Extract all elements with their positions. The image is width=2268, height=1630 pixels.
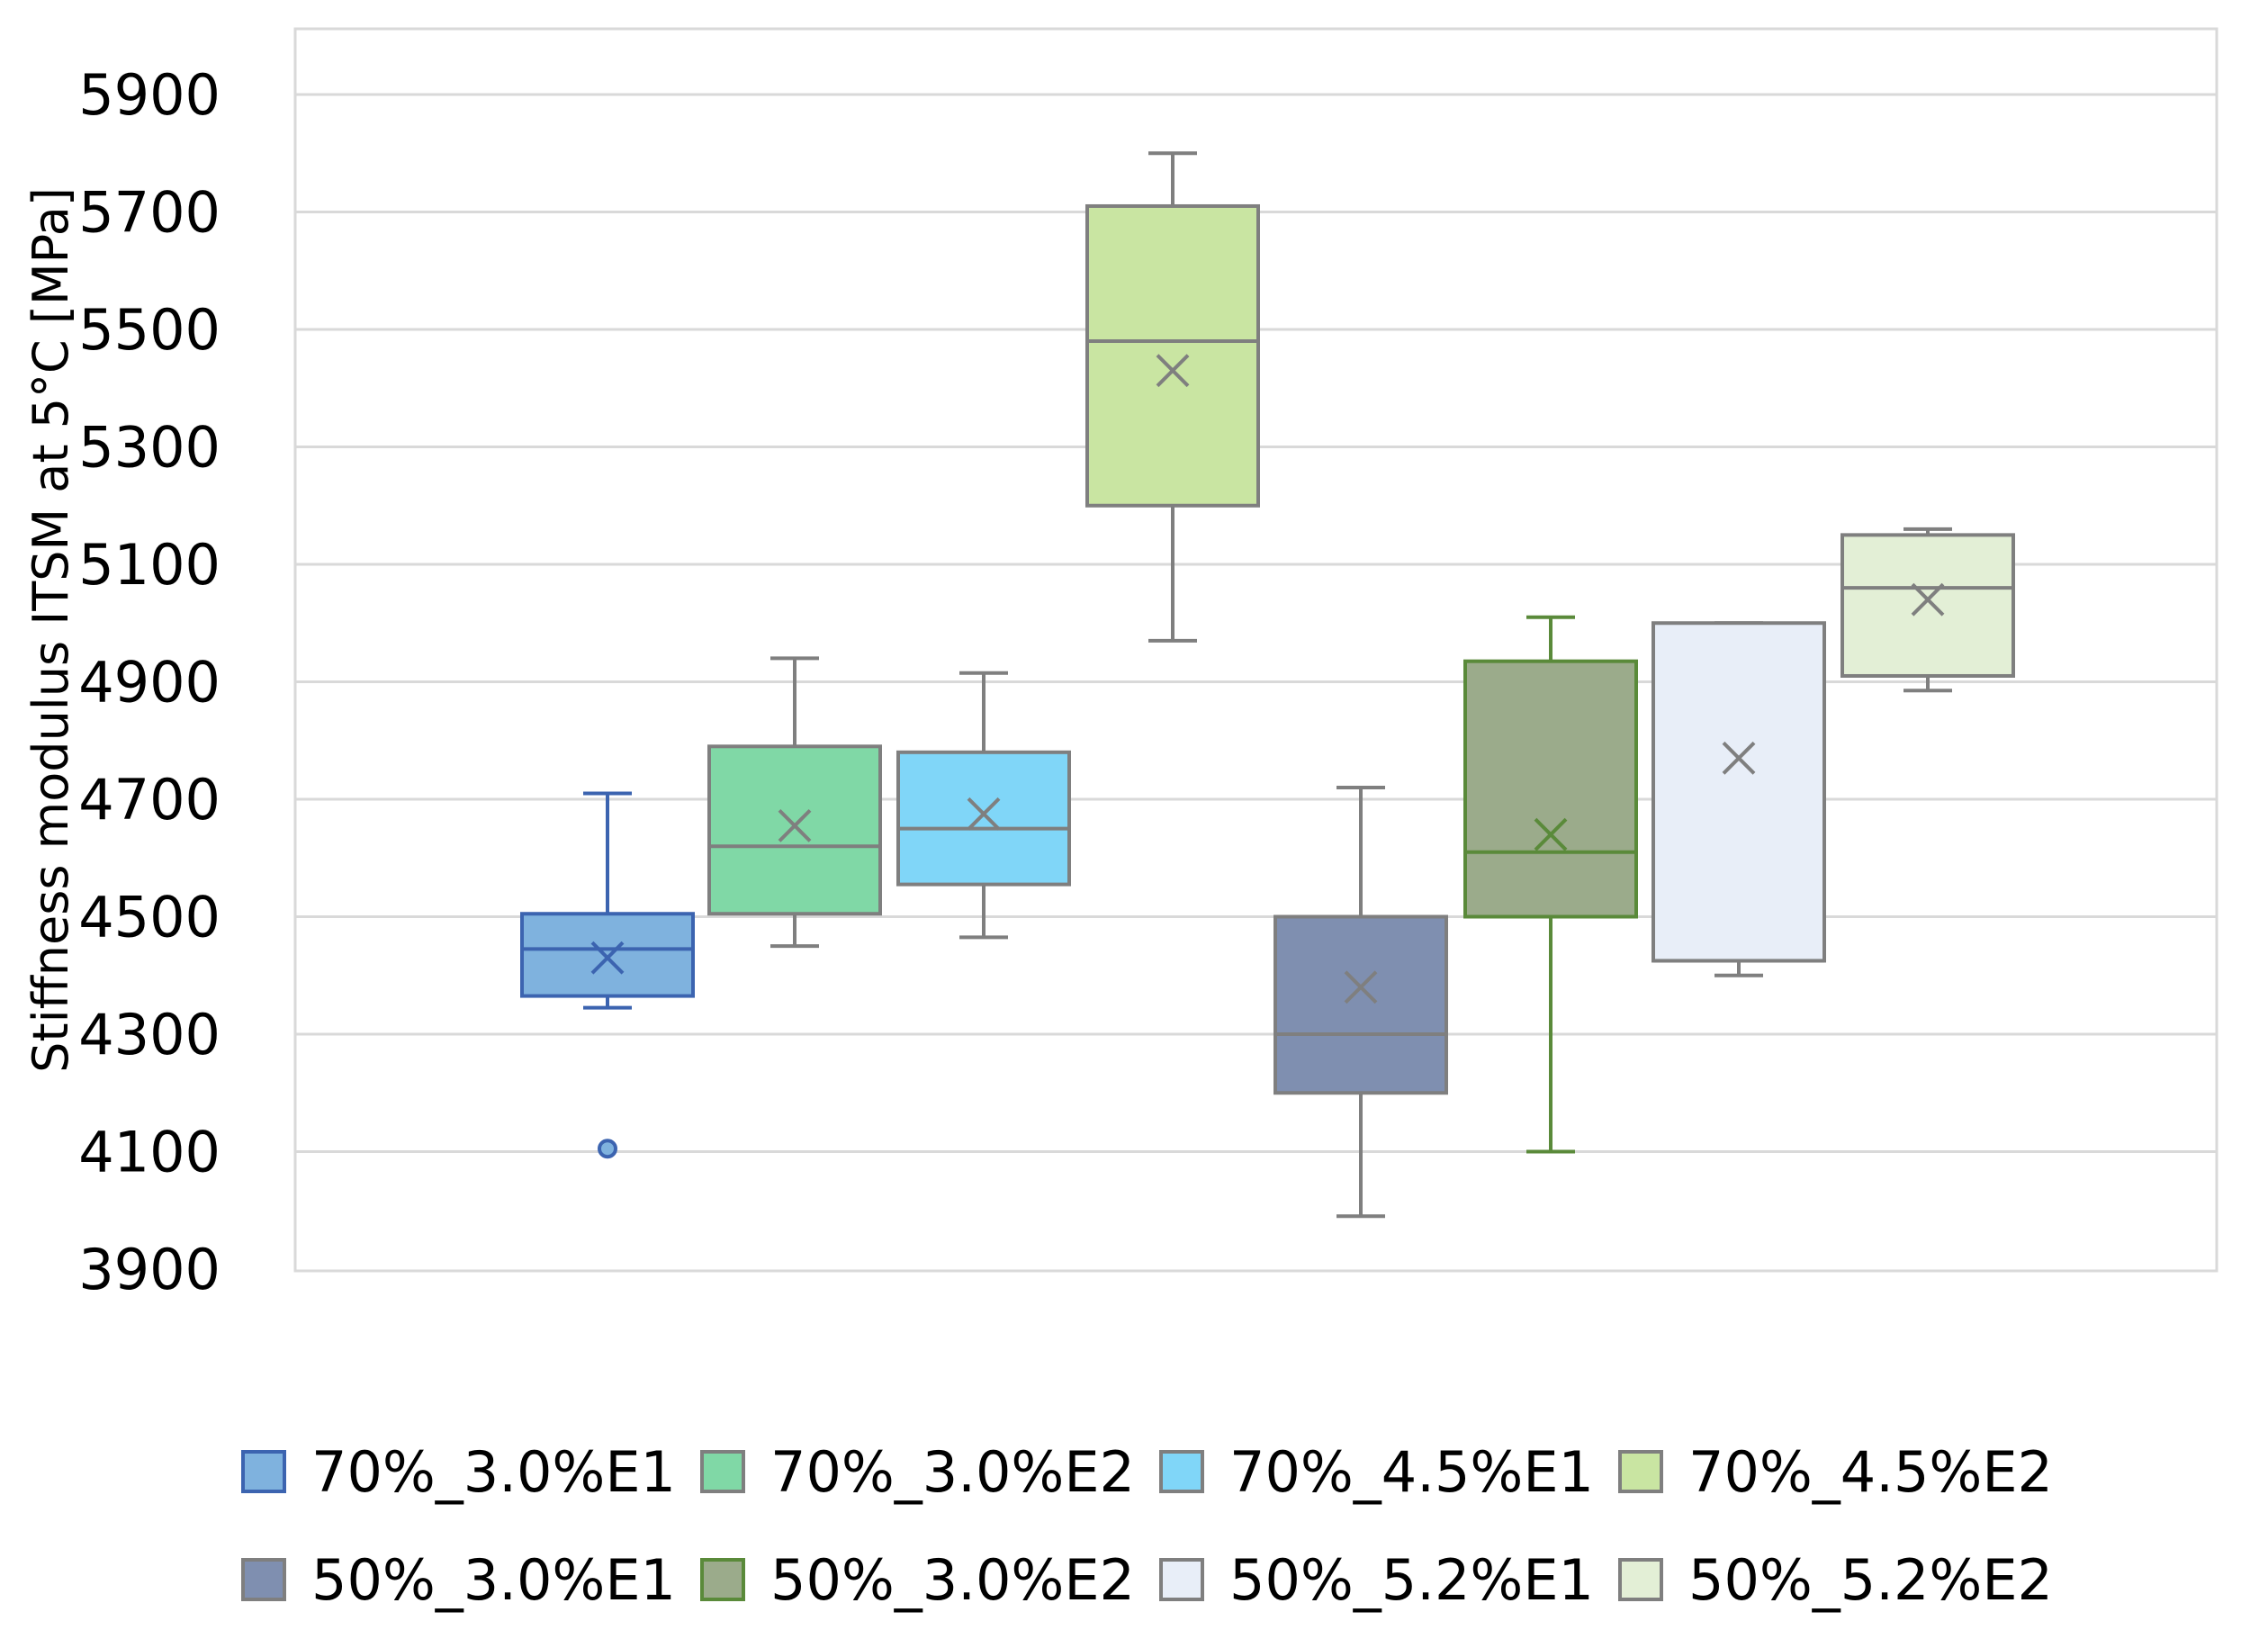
legend-item: 50%_5.2%E1 bbox=[1159, 1547, 1594, 1613]
y-tick-label: 5300 bbox=[78, 415, 220, 481]
y-tick-label: 5700 bbox=[78, 180, 220, 246]
mean-marker bbox=[1534, 817, 1568, 851]
legend-label: 70%_4.5%E1 bbox=[1229, 1439, 1594, 1505]
legend-item: 50%_5.2%E2 bbox=[1618, 1547, 2053, 1613]
box-50%_5.2%E2 bbox=[1840, 527, 2015, 693]
mean-marker bbox=[778, 808, 812, 842]
mean-marker bbox=[1156, 354, 1190, 388]
legend-label: 50%_3.0%E2 bbox=[770, 1547, 1135, 1613]
mean-marker bbox=[590, 941, 625, 975]
iqr-box bbox=[1652, 621, 1826, 963]
legend-item: 50%_3.0%E2 bbox=[700, 1547, 1135, 1613]
mean-marker bbox=[1344, 970, 1378, 1004]
y-tick-label: 3900 bbox=[78, 1237, 220, 1302]
iqr-box bbox=[1274, 914, 1448, 1095]
legend-item: 70%_3.0%E2 bbox=[700, 1439, 1135, 1505]
outlier-point bbox=[598, 1139, 617, 1159]
boxes bbox=[520, 151, 2015, 1219]
legend-item: 50%_3.0%E1 bbox=[241, 1547, 676, 1613]
mean-marker bbox=[967, 797, 1001, 831]
legend-swatch bbox=[1618, 1558, 1663, 1601]
legend-label: 50%_5.2%E2 bbox=[1688, 1547, 2053, 1613]
legend-label: 70%_3.0%E2 bbox=[770, 1439, 1135, 1505]
iqr-box bbox=[1463, 659, 1638, 919]
box-70%_4.5%E1 bbox=[896, 671, 1071, 940]
y-tick-label: 4500 bbox=[78, 885, 220, 950]
legend-label: 70%_4.5%E2 bbox=[1688, 1439, 2053, 1505]
legend-item: 70%_4.5%E2 bbox=[1618, 1439, 2053, 1505]
legend-swatch bbox=[241, 1450, 286, 1493]
legend-swatch bbox=[1618, 1450, 1663, 1493]
box-70%_3.0%E1 bbox=[520, 791, 695, 1159]
box-50%_5.2%E1 bbox=[1652, 621, 1826, 977]
y-tick-label: 4700 bbox=[78, 767, 220, 833]
iqr-box bbox=[1840, 533, 2015, 678]
legend-item: 70%_4.5%E1 bbox=[1159, 1439, 1594, 1505]
legend-item: 70%_3.0%E1 bbox=[241, 1439, 676, 1505]
legend-swatch bbox=[1159, 1558, 1204, 1601]
iqr-box bbox=[1085, 203, 1260, 508]
y-tick-label: 5900 bbox=[78, 62, 220, 128]
legend-swatch bbox=[700, 1450, 745, 1493]
iqr-box bbox=[520, 912, 695, 998]
box-70%_4.5%E2 bbox=[1085, 151, 1260, 643]
legend-label: 50%_3.0%E1 bbox=[311, 1547, 676, 1613]
mean-marker bbox=[1911, 582, 1945, 617]
mean-marker bbox=[1722, 741, 1756, 775]
y-axis-title: Stiffness modulus ITSM at 5°C [MPa] bbox=[22, 187, 79, 1073]
legend-swatch bbox=[241, 1558, 286, 1601]
box-50%_3.0%E1 bbox=[1274, 785, 1448, 1219]
legend-swatch bbox=[700, 1558, 745, 1601]
y-tick-label: 4300 bbox=[78, 1002, 220, 1067]
legend-label: 50%_5.2%E1 bbox=[1229, 1547, 1594, 1613]
iqr-box bbox=[707, 744, 882, 916]
y-tick-label: 5500 bbox=[78, 297, 220, 363]
y-tick-label: 4100 bbox=[78, 1120, 220, 1185]
y-tick-label: 4900 bbox=[78, 650, 220, 716]
iqr-box bbox=[896, 750, 1071, 887]
legend-swatch bbox=[1159, 1450, 1204, 1493]
legend-label: 70%_3.0%E1 bbox=[311, 1439, 676, 1505]
y-tick-label: 5100 bbox=[78, 532, 220, 598]
y-axis-ticks: 3900 4100 4300 4500 4700 4900 5100 5300 5500 5700… bbox=[78, 62, 220, 1302]
legend: 70%_3.0%E1 70%_3.0%E2 70%_4.5%E1 70%_4.5%E2… bbox=[241, 1439, 2053, 1613]
box-70%_3.0%E2 bbox=[707, 656, 882, 949]
box-50%_3.0%E2 bbox=[1463, 615, 1638, 1154]
